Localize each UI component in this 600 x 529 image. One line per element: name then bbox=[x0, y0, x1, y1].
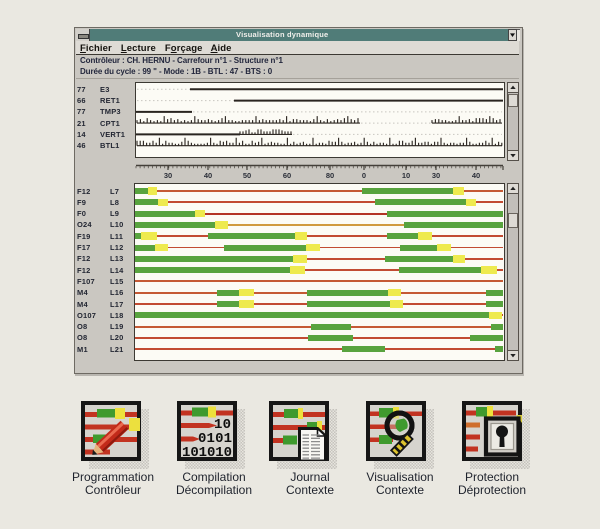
svg-text:10: 10 bbox=[214, 417, 231, 433]
svg-text:0101: 0101 bbox=[198, 431, 232, 447]
svg-text:101010: 101010 bbox=[182, 445, 232, 461]
